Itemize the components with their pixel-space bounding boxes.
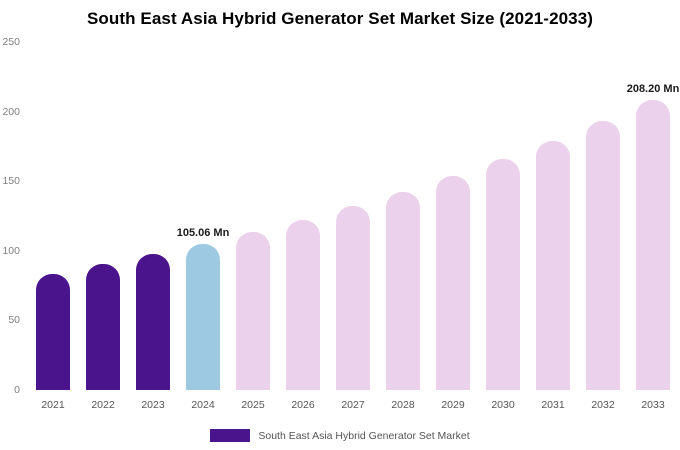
x-tick-2024: 2024 bbox=[191, 399, 215, 411]
x-tick-2023: 2023 bbox=[141, 399, 165, 411]
bar-group-2023: 2023 bbox=[128, 42, 178, 411]
chart-title: South East Asia Hybrid Generator Set Mar… bbox=[86, 9, 594, 28]
y-tick-100: 100 bbox=[2, 244, 20, 257]
bar-2026 bbox=[286, 220, 320, 390]
y-tick-150: 150 bbox=[2, 175, 20, 188]
bar-group-2026: 2026 bbox=[278, 42, 328, 411]
bar-2032 bbox=[586, 121, 620, 390]
plot-area: 2021 2022 2023 105.06 Mn 2024 2025 2026 2027 202… bbox=[28, 42, 680, 411]
x-tick-2026: 2026 bbox=[291, 399, 315, 411]
bar-group-2022: 2022 bbox=[78, 42, 128, 411]
bar-group-2025: 2025 bbox=[228, 42, 278, 411]
x-tick-2031: 2031 bbox=[541, 399, 565, 411]
x-tick-2027: 2027 bbox=[341, 399, 365, 411]
bar-2033: 208.20 Mn bbox=[627, 83, 679, 390]
legend: South East Asia Hybrid Generator Set Mar… bbox=[0, 429, 680, 442]
x-tick-2021: 2021 bbox=[41, 399, 65, 411]
y-tick-200: 200 bbox=[2, 105, 20, 118]
bar-group-2031: 2031 bbox=[528, 42, 578, 411]
bar-group-2027: 2027 bbox=[328, 42, 378, 411]
x-tick-2030: 2030 bbox=[491, 399, 515, 411]
x-tick-2028: 2028 bbox=[391, 399, 415, 411]
y-tick-50: 50 bbox=[8, 314, 20, 327]
bar-2021 bbox=[36, 274, 70, 390]
x-tick-2032: 2032 bbox=[591, 399, 615, 411]
bar-group-2029: 2029 bbox=[428, 42, 478, 411]
bar-group-2032: 2032 bbox=[578, 42, 628, 411]
legend-label: South East Asia Hybrid Generator Set Mar… bbox=[258, 429, 470, 442]
bar-2025 bbox=[236, 232, 270, 390]
data-label-2024: 105.06 Mn bbox=[176, 227, 230, 239]
bar-group-2028: 2028 bbox=[378, 42, 428, 411]
bar-2027 bbox=[336, 206, 370, 390]
x-tick-2029: 2029 bbox=[441, 399, 465, 411]
x-tick-2022: 2022 bbox=[91, 399, 115, 411]
y-tick-250: 250 bbox=[2, 36, 20, 48]
bar-2029 bbox=[436, 176, 470, 390]
bar-2024: 105.06 Mn bbox=[177, 227, 229, 390]
bar-2030 bbox=[486, 159, 520, 390]
y-tick-0: 0 bbox=[14, 384, 20, 396]
bar-group-2030: 2030 bbox=[478, 42, 528, 411]
x-tick-2025: 2025 bbox=[241, 399, 265, 411]
bar-2023 bbox=[136, 254, 170, 390]
y-axis: 0 50 100 150 200 250 bbox=[0, 36, 22, 396]
data-label-2033: 208.20 Mn bbox=[626, 83, 680, 95]
legend-swatch bbox=[210, 429, 251, 442]
x-tick-2033: 2033 bbox=[641, 399, 665, 411]
bar-group-2033: 208.20 Mn 2033 bbox=[627, 42, 680, 411]
bar-2028 bbox=[386, 192, 420, 390]
bar-2031 bbox=[536, 141, 570, 390]
bar-group-2024: 105.06 Mn 2024 bbox=[177, 42, 230, 411]
bar-group-2021: 2021 bbox=[28, 42, 78, 411]
bar-2022 bbox=[86, 264, 120, 390]
